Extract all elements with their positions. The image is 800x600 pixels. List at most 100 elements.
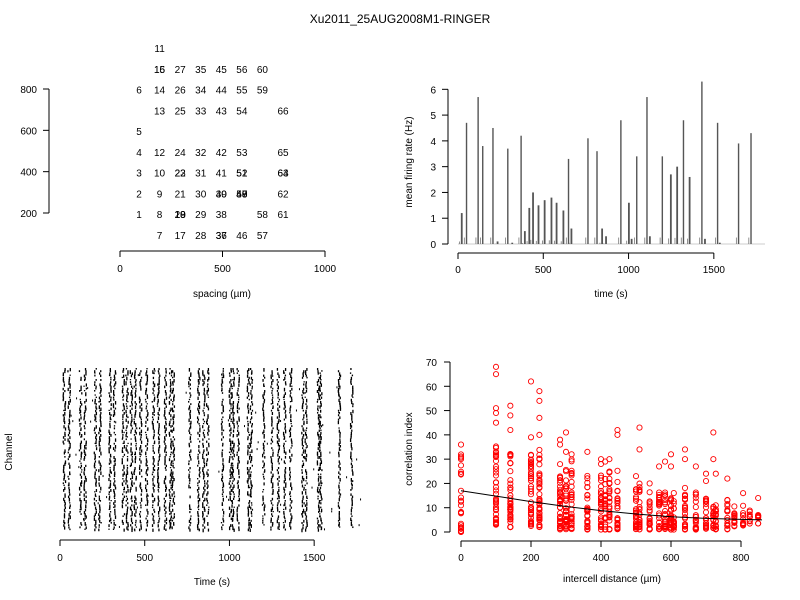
spike-mark bbox=[272, 451, 274, 454]
spike-mark bbox=[317, 407, 319, 411]
spike-mark bbox=[196, 416, 199, 419]
spike-mark bbox=[306, 387, 308, 390]
spike-mark bbox=[79, 405, 82, 408]
spike-mark bbox=[232, 517, 234, 522]
x-tick-label: 800 bbox=[733, 553, 750, 564]
spike-mark bbox=[93, 462, 96, 467]
spike-mark bbox=[304, 392, 306, 394]
spike-mark bbox=[202, 513, 204, 516]
spike-mark bbox=[78, 486, 81, 490]
spike-mark bbox=[190, 374, 192, 377]
spike-mark bbox=[236, 453, 238, 457]
spike-mark bbox=[121, 385, 124, 388]
spike-mark bbox=[114, 486, 117, 490]
spike-mark bbox=[169, 495, 171, 499]
spike-mark bbox=[247, 471, 249, 475]
spike-mark bbox=[318, 482, 320, 486]
spike-mark bbox=[69, 442, 71, 445]
spike-mark bbox=[271, 486, 273, 489]
spike-mark bbox=[338, 517, 341, 521]
x-axis-title: Time (s) bbox=[194, 577, 230, 588]
spike-mark bbox=[303, 392, 305, 395]
spike-mark bbox=[318, 467, 320, 471]
spike-mark bbox=[248, 519, 250, 522]
spike-mark bbox=[305, 447, 307, 449]
spike-mark bbox=[109, 506, 111, 510]
spike-mark bbox=[165, 453, 167, 457]
spike-mark bbox=[305, 471, 308, 474]
spike-mark bbox=[68, 401, 70, 405]
spike-mark bbox=[230, 379, 232, 382]
spike-mark bbox=[85, 504, 87, 508]
spike-mark bbox=[64, 504, 66, 507]
spike-mark bbox=[207, 491, 209, 495]
spike-mark bbox=[189, 427, 191, 430]
spike-mark bbox=[285, 440, 287, 442]
correlation-point bbox=[681, 505, 689, 512]
spike-mark bbox=[108, 524, 110, 528]
spike-mark bbox=[352, 396, 354, 398]
spike-mark bbox=[78, 418, 81, 422]
spike-mark bbox=[113, 473, 116, 477]
spike-mark bbox=[203, 519, 206, 523]
spike-mark bbox=[146, 409, 148, 412]
spike-mark bbox=[121, 449, 124, 453]
rate-bar bbox=[688, 176, 691, 244]
spike-mark bbox=[303, 416, 305, 419]
spike-mark bbox=[130, 425, 133, 427]
spike-mark bbox=[249, 473, 252, 478]
correlation-point bbox=[636, 446, 643, 453]
spike-mark bbox=[202, 442, 204, 446]
y-tick-label: 600 bbox=[20, 126, 37, 137]
spike-mark bbox=[145, 383, 147, 386]
correlation-point bbox=[457, 453, 465, 460]
spike-mark bbox=[280, 503, 282, 506]
spike-mark bbox=[172, 517, 174, 520]
spike-mark bbox=[283, 379, 285, 381]
spike-mark bbox=[64, 511, 66, 513]
spike-mark bbox=[271, 418, 273, 422]
spike-mark bbox=[302, 462, 305, 467]
spike-mark bbox=[85, 515, 87, 519]
spike-mark bbox=[64, 486, 66, 490]
spike-mark bbox=[290, 418, 292, 422]
spike-mark bbox=[158, 423, 160, 427]
spike-mark bbox=[238, 379, 240, 383]
spike-mark bbox=[121, 482, 124, 486]
spike-mark bbox=[203, 390, 206, 392]
correlation-point bbox=[681, 526, 689, 533]
spike-mark bbox=[79, 511, 81, 513]
spike-mark bbox=[319, 423, 321, 427]
spike-mark bbox=[64, 495, 66, 498]
spike-mark bbox=[263, 429, 265, 434]
spike-mark bbox=[198, 392, 200, 396]
spike-mark bbox=[170, 511, 172, 515]
spike-mark bbox=[146, 460, 148, 464]
spike-mark bbox=[131, 394, 133, 398]
spike-mark bbox=[93, 517, 96, 521]
spike-mark bbox=[109, 383, 111, 387]
spike-mark bbox=[203, 517, 206, 521]
spike-mark bbox=[338, 522, 340, 526]
spike-mark bbox=[135, 475, 137, 480]
spike-mark bbox=[129, 409, 131, 414]
correlation-point bbox=[536, 476, 543, 483]
spike-mark bbox=[121, 429, 123, 434]
spike-mark bbox=[289, 497, 292, 501]
spike-mark bbox=[202, 471, 205, 476]
spike-mark bbox=[145, 401, 147, 403]
spike-mark bbox=[277, 381, 279, 384]
correlation-point bbox=[681, 446, 689, 453]
spike-mark bbox=[99, 416, 102, 419]
spike-mark bbox=[250, 495, 252, 498]
spike-mark bbox=[152, 387, 154, 391]
spike-mark bbox=[304, 513, 307, 516]
spike-mark bbox=[303, 429, 305, 432]
rate-bar bbox=[630, 238, 633, 244]
spike-mark bbox=[284, 517, 286, 520]
spike-mark bbox=[232, 429, 235, 433]
spike-mark bbox=[112, 396, 115, 399]
spike-mark bbox=[157, 412, 159, 416]
spike-mark bbox=[203, 412, 205, 414]
electrode-label: 62 bbox=[277, 189, 289, 200]
